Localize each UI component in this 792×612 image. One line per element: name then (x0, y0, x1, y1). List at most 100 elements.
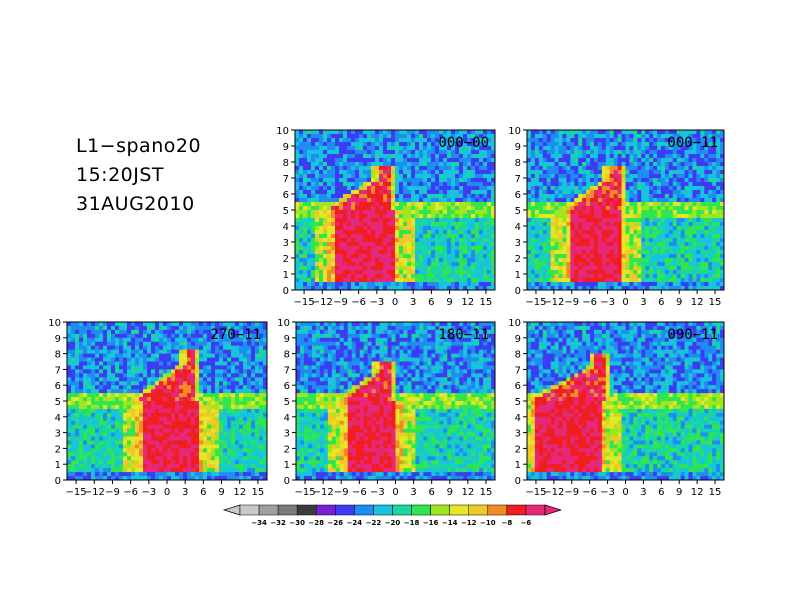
heatmap-cell (371, 154, 376, 159)
heatmap-cell (427, 226, 432, 231)
heatmap-cell (251, 325, 256, 331)
heatmap-cell (613, 270, 619, 275)
heatmap-cell (621, 238, 626, 243)
heatmap-cell (578, 162, 583, 167)
heatmap-cell (692, 162, 697, 167)
heatmap-cell (653, 210, 658, 215)
heatmap-cell (527, 230, 532, 235)
heatmap-cell (479, 158, 484, 163)
heatmap-cell (684, 254, 689, 259)
heatmap-cell (299, 286, 304, 291)
heatmap-cell (530, 166, 536, 171)
heatmap-cell (471, 254, 476, 259)
heatmap-cell (443, 266, 448, 271)
heatmap-cell (590, 190, 595, 195)
heatmap-cell (668, 166, 674, 171)
heatmap-cell (295, 202, 300, 207)
heatmap-cell (562, 162, 567, 167)
heatmap-cell (582, 274, 587, 279)
heatmap-cell (91, 345, 96, 351)
heatmap-cell (139, 322, 144, 327)
heatmap-cell (550, 282, 555, 287)
heatmap-cell (664, 286, 670, 291)
heatmap-cell (367, 222, 372, 227)
heatmap-cell (582, 206, 587, 211)
heatmap-cell (387, 202, 392, 207)
heatmap-cell (613, 154, 619, 159)
heatmap-cell (431, 198, 436, 203)
heatmap-cell (645, 178, 650, 183)
heatmap-cell (471, 230, 476, 235)
heatmap-cell (103, 385, 108, 390)
heatmap-cell (582, 246, 587, 251)
heatmap-cell (371, 194, 376, 199)
heatmap-cell (163, 341, 168, 347)
heatmap-cell (621, 270, 626, 275)
heatmap-cell (491, 266, 496, 271)
heatmap-cell (303, 138, 308, 143)
heatmap-cell (407, 286, 412, 291)
heatmap-cell (179, 329, 184, 335)
heatmap-cell (183, 381, 188, 386)
heatmap-cell (467, 278, 472, 283)
heatmap-cell (676, 234, 682, 239)
heatmap-cell (395, 214, 400, 219)
heatmap-cell (307, 170, 312, 175)
heatmap-cell (542, 286, 548, 291)
heatmap-cell (79, 357, 84, 362)
heatmap-cell (459, 246, 464, 251)
heatmap-cell (562, 210, 567, 215)
heatmap-cell (83, 381, 88, 386)
heatmap-cell (451, 218, 456, 223)
heatmap-cell (403, 206, 408, 211)
heatmap-cell (653, 234, 658, 239)
heatmap-cell (355, 190, 360, 195)
heatmap-cell (135, 353, 140, 358)
heatmap-cell (451, 254, 456, 259)
heatmap-cell (629, 230, 634, 235)
heatmap-cell (467, 182, 472, 187)
heatmap-cell (601, 162, 607, 167)
heatmap-cell (455, 254, 460, 259)
heatmap-cell (319, 278, 324, 283)
heatmap-cell (467, 202, 472, 207)
heatmap-cell (95, 333, 100, 339)
heatmap-cell (645, 222, 650, 227)
heatmap-cell (459, 162, 464, 167)
heatmap-cell (704, 238, 709, 243)
heatmap-cell (641, 270, 646, 275)
heatmap-cell (459, 234, 464, 239)
heatmap-cell (387, 178, 392, 183)
heatmap-cell (574, 226, 579, 231)
heatmap-cell (455, 194, 460, 199)
heatmap-cell (562, 218, 567, 223)
heatmap-cell (431, 282, 436, 287)
heatmap-cell (439, 162, 444, 167)
heatmap-cell (554, 262, 559, 267)
heatmap-cell (239, 369, 244, 374)
heatmap-cell (664, 138, 670, 143)
heatmap-cell (613, 278, 619, 283)
heatmap-cell (672, 286, 678, 291)
heatmap-cell (582, 262, 587, 267)
heatmap-cell (491, 282, 496, 287)
heatmap-cell (391, 266, 396, 271)
heatmap-cell (534, 190, 540, 195)
heatmap-cell (720, 142, 725, 147)
heatmap-cell (483, 242, 488, 247)
heatmap-cell (609, 154, 615, 159)
heatmap-cell (672, 274, 678, 279)
heatmap-cell (159, 373, 164, 378)
heatmap-cell (315, 254, 320, 259)
heatmap-cell (379, 274, 384, 279)
heatmap-cell (123, 385, 128, 390)
heatmap-cell (688, 186, 693, 191)
y-tick-label: 2 (515, 254, 521, 265)
heatmap-cell (653, 130, 658, 135)
heatmap-cell (335, 242, 340, 247)
heatmap-cell (475, 286, 480, 291)
heatmap-cell (633, 222, 638, 227)
heatmap-cell (597, 254, 603, 259)
heatmap-cell (664, 234, 670, 239)
heatmap-cell (688, 130, 693, 135)
